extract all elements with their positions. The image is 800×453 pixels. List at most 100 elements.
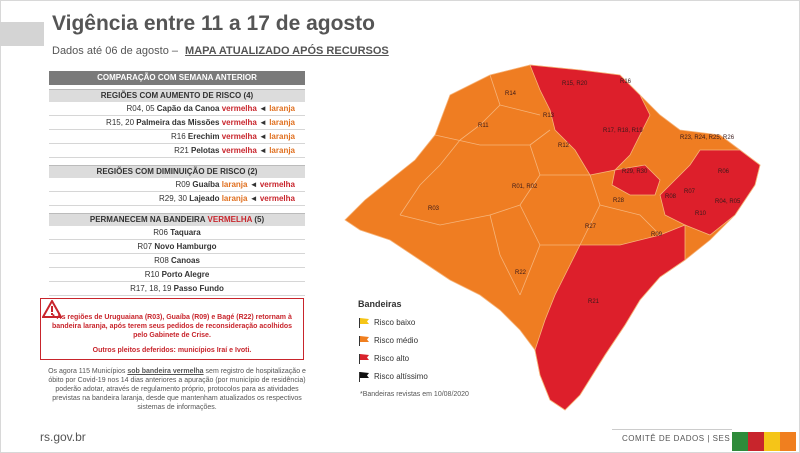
footer-bar <box>764 432 780 451</box>
remain-name: Novo Hamburgo <box>154 242 217 251</box>
footer-divider <box>612 429 732 430</box>
table-row: R08 Canoas <box>49 254 305 268</box>
legend-label: Risco altíssimo <box>374 372 428 381</box>
legend: Bandeiras Risco baixo Risco médio Risco al… <box>358 299 428 387</box>
increase-from: vermelha <box>221 118 257 127</box>
footer-color-bars <box>732 432 796 451</box>
legend-label: Risco baixo <box>374 318 416 327</box>
label-r11: R11 <box>478 123 489 129</box>
table-row: R06 Taquara <box>49 226 305 240</box>
increase-section-title: REGIÕES COM AUMENTO DE RISCO (4) <box>49 89 305 102</box>
table-row: R10 Porto Alegre <box>49 268 305 282</box>
label-r04-r05: R04, R05 <box>715 199 741 205</box>
paragraph-underlined: sob bandeira vermelha <box>127 368 204 375</box>
table-header: COMPARAÇÃO COM SEMANA ANTERIOR <box>49 71 305 85</box>
paragraph-before: Os agora 115 Municípios <box>48 368 126 375</box>
info-paragraph: Os agora 115 Municípios sob bandeira ver… <box>46 367 308 412</box>
label-r21: R21 <box>588 299 600 305</box>
label-r23-r26: R23, R24, R25, R26 <box>680 135 735 141</box>
map-region-r29-red <box>611 164 661 196</box>
legend-title: Bandeiras <box>358 299 402 309</box>
remain-rows: R06 Taquara R07 Novo Hamburgo R08 Canoas R1… <box>49 226 305 296</box>
legend-item: Risco baixo <box>358 315 428 333</box>
table-row: R29, 30 Lajeado laranja ◄ vermelha <box>49 192 305 206</box>
remain-code: R06 <box>153 228 171 237</box>
increase-to: laranja <box>269 118 295 127</box>
table-row: R09 Guaíba laranja ◄ vermelha <box>49 178 305 192</box>
notice-text: * As regiões de Uruguaiana (R03), Guaíba… <box>51 314 293 339</box>
label-r06: R06 <box>718 169 730 175</box>
decrease-to: vermelha <box>259 180 295 189</box>
flag-icon <box>359 335 369 346</box>
remain-code: R08 <box>154 256 171 265</box>
table-row: R16 Erechim vermelha ◄ laranja <box>49 130 305 144</box>
table-row: R15, 20 Palmeira das Missões vermelha ◄ … <box>49 116 305 130</box>
footer-bar <box>732 432 748 451</box>
remain-title-prefix: PERMANECEM NA BANDEIRA <box>89 215 206 224</box>
label-r17-r18-r19: R17, R18, R19 <box>603 128 643 134</box>
label-r09: R09 <box>651 232 663 238</box>
increase-to: laranja <box>269 104 295 113</box>
legend-item: Risco médio <box>358 333 428 351</box>
table-row: R17, 18, 19 Passo Fundo <box>49 282 305 296</box>
decrease-name: Guaíba <box>192 180 222 189</box>
increase-code: R16 <box>170 132 188 141</box>
increase-code: R04, 05 <box>126 104 157 113</box>
subtitle-link[interactable]: MAPA ATUALIZADO APÓS RECURSOS <box>185 45 389 57</box>
remain-section-title: PERMANECEM NA BANDEIRA VERMELHA (5) <box>49 213 305 226</box>
rs-risk-map: R14 R15, R20 R16 R11 R13 R17, R18, R19 R… <box>344 64 761 411</box>
paragraph-after: sem registro de hospitalização e óbito p… <box>48 368 306 411</box>
label-r27: R27 <box>585 224 597 230</box>
legend-label: Risco médio <box>374 336 419 345</box>
label-r12: R12 <box>558 143 570 149</box>
label-r07: R07 <box>684 189 696 195</box>
decrease-code: R29, 30 <box>158 194 190 203</box>
label-r01-r02: R01, R02 <box>512 184 538 190</box>
page-subtitle: Dados até 06 de agosto – MAPA ATUALIZADO… <box>52 45 389 57</box>
footer-site[interactable]: rs.gov.br <box>40 430 86 444</box>
increase-name: Pelotas <box>191 146 222 155</box>
notice-extra: Outros pleitos deferidos: municípios Ira… <box>92 347 252 354</box>
legend-note: *Bandeiras revistas em 10/08/2020 <box>360 391 469 398</box>
footer-committee: COMITÊ DE DADOS | SES <box>622 434 731 443</box>
increase-code: R15, 20 <box>106 118 137 127</box>
table-row: R21 Pelotas vermelha ◄ laranja <box>49 144 305 158</box>
increase-from: vermelha <box>221 146 257 155</box>
flag-icon <box>359 371 369 382</box>
decrease-code: R09 <box>175 180 193 189</box>
label-r15-r20: R15, R20 <box>562 81 588 87</box>
legend-label: Risco alto <box>374 354 410 363</box>
increase-from: vermelha <box>221 132 257 141</box>
comparison-table: COMPARAÇÃO COM SEMANA ANTERIOR REGIÕES C… <box>49 71 305 296</box>
label-r03: R03 <box>428 206 440 212</box>
arrow-left-icon: ◄ <box>247 194 260 203</box>
decrease-from: laranja <box>221 180 248 189</box>
remain-title-flag: VERMELHA <box>207 215 253 224</box>
map-region-east-red <box>659 149 761 236</box>
page-title: Vigência entre 11 a 17 de agosto <box>52 12 375 35</box>
remain-title-count: (5) <box>254 215 265 224</box>
increase-to: laranja <box>269 146 295 155</box>
arrow-left-icon: ◄ <box>256 118 270 127</box>
remain-code: R17, 18, 19 <box>130 284 174 293</box>
flag-icon <box>359 353 369 364</box>
label-r10: R10 <box>695 211 707 217</box>
remain-name: Passo Fundo <box>173 284 224 293</box>
label-r29-r30: R29, R30 <box>622 169 648 175</box>
remain-name: Canoas <box>171 256 200 265</box>
warning-icon <box>42 300 62 318</box>
flag-icon <box>359 317 369 328</box>
label-r14: R14 <box>505 91 517 97</box>
decrease-to: vermelha <box>259 194 295 203</box>
map-region-south-red <box>534 224 686 411</box>
remain-code: R07 <box>137 242 155 251</box>
label-r28: R28 <box>613 198 625 204</box>
title-accent-block <box>0 22 44 46</box>
table-row: R07 Novo Hamburgo <box>49 240 305 254</box>
decrease-from: laranja <box>221 194 248 203</box>
legend-item: Risco alto <box>358 351 428 369</box>
map-region-north-red <box>529 64 651 176</box>
footer-bar <box>748 432 764 451</box>
subtitle-text: Dados até 06 de agosto – <box>52 45 178 57</box>
remain-name: Taquara <box>170 228 201 237</box>
